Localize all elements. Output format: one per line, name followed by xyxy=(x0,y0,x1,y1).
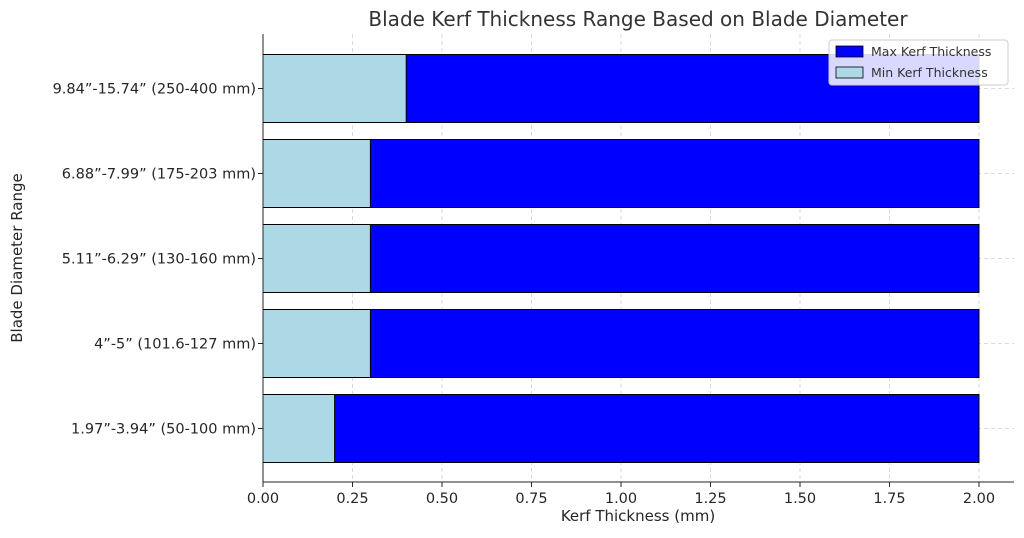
bars-layer xyxy=(262,54,980,463)
y-axis-label: Blade Diameter Range xyxy=(8,173,26,343)
x-tick-label: 1.75 xyxy=(873,491,905,507)
x-tick-label: 1.00 xyxy=(605,491,637,507)
x-tick-label: 1.50 xyxy=(784,491,816,507)
y-tick-label: 1.97”-3.94” (50-100 mm) xyxy=(71,422,256,438)
x-tick-label: 0.00 xyxy=(247,491,279,507)
y-tick-label: 5.11”-6.29” (130-160 mm) xyxy=(62,252,256,268)
min-kerf-bar xyxy=(262,309,371,378)
min-kerf-bar xyxy=(262,394,336,463)
legend-box xyxy=(828,39,1009,86)
x-tick-label: 0.75 xyxy=(515,491,547,507)
legend-label-min: Min Kerf Thickness xyxy=(871,65,988,80)
legend: Max Kerf Thickness Min Kerf Thickness xyxy=(828,39,1009,86)
min-kerf-bar xyxy=(262,224,371,293)
legend-swatch-max xyxy=(835,45,864,58)
min-kerf-bar xyxy=(262,54,407,123)
max-kerf-bar xyxy=(262,224,980,293)
y-tick-label: 6.88”-7.99” (175-203 mm) xyxy=(62,167,256,183)
y-ticks: 1.97”-3.94” (50-100 mm) 4”-5” (101.6-127 … xyxy=(53,82,263,438)
x-tick-label: 0.50 xyxy=(426,491,458,507)
x-tick-label: 1.25 xyxy=(694,491,726,507)
y-tick-label: 4”-5” (101.6-127 mm) xyxy=(94,337,256,353)
min-kerf-bar xyxy=(262,139,371,208)
x-axis-label: Kerf Thickness (mm) xyxy=(561,507,715,525)
y-tick-label: 9.84”-15.74” (250-400 mm) xyxy=(53,82,256,98)
max-kerf-bar xyxy=(262,139,980,208)
max-kerf-bar xyxy=(262,309,980,378)
x-tick-label: 2.00 xyxy=(963,491,995,507)
max-kerf-bar xyxy=(262,394,980,463)
legend-label-max: Max Kerf Thickness xyxy=(871,44,991,59)
x-ticks: 0.00 0.25 0.50 0.75 1.00 1.25 1.50 1.75 2.00 xyxy=(247,482,995,507)
x-tick-label: 0.25 xyxy=(336,491,368,507)
legend-swatch-min xyxy=(835,66,864,79)
chart-title: Blade Kerf Thickness Range Based on Blad… xyxy=(368,7,908,31)
